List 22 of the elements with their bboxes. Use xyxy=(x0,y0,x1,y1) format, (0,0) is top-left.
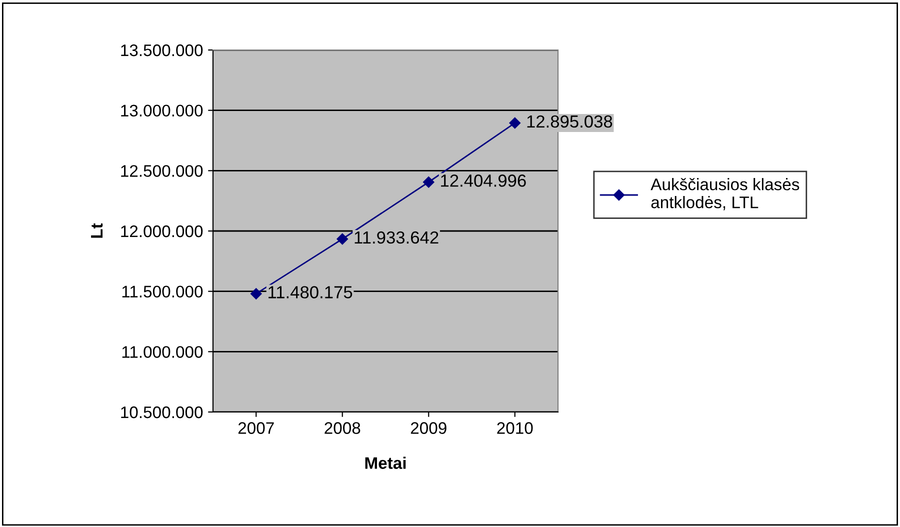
point xyxy=(423,176,434,188)
y-tick-label: 12.000.000 xyxy=(121,225,203,238)
x-tick-label: 2010 xyxy=(497,422,533,434)
x-tick-label: 2009 xyxy=(410,422,446,434)
y-tick-label: 12.500.000 xyxy=(121,165,203,177)
x-tick-label: 2008 xyxy=(324,422,360,434)
y-tick-label: 11.500.000 xyxy=(122,286,203,298)
y-axis-title: Lt xyxy=(91,223,103,238)
data-label: 11.933.642 xyxy=(354,231,438,244)
legend-label: Aukščiausios klasės antklodės, LTL xyxy=(650,178,800,210)
y-tick-label: 13.500.000 xyxy=(121,44,203,56)
y-tick-label: 11.000.000 xyxy=(122,346,203,358)
x-axis-title: Metai xyxy=(365,456,406,469)
point xyxy=(509,117,520,129)
point xyxy=(250,288,262,300)
data-label: 12.404.996 xyxy=(441,174,526,187)
y-tick-label: 10.500.000 xyxy=(121,406,203,418)
y-tick-label: 13.000.000 xyxy=(121,104,203,117)
x-tick-label: 2007 xyxy=(238,422,274,434)
data-label: 11.480.175 xyxy=(268,286,352,298)
data-label: 12.895.038 xyxy=(527,115,612,128)
point xyxy=(336,233,348,245)
